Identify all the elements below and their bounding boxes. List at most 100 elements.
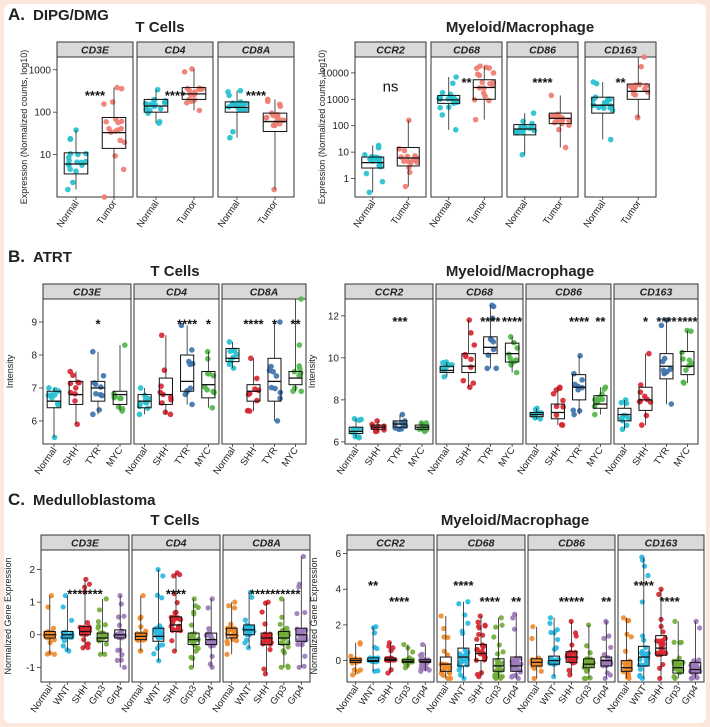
data-point-cd4-wnt bbox=[155, 629, 161, 635]
facet-title-cd86: CD86 bbox=[555, 287, 582, 299]
data-point-cd4-tumor bbox=[189, 66, 195, 72]
data-point-cd8a-myc bbox=[298, 388, 305, 395]
facet-title-ccr2: CCR2 bbox=[376, 45, 405, 57]
data-point-cd8a-tumor bbox=[272, 122, 278, 129]
data-point-cd86-normal bbox=[537, 415, 544, 422]
data-point-cd68-shh bbox=[462, 351, 468, 358]
data-point-cd163-normal bbox=[619, 426, 626, 433]
data-point-cd86-tyr bbox=[571, 370, 577, 377]
data-point-cd68-grp3 bbox=[494, 651, 501, 657]
data-point-cd86-grp3 bbox=[587, 650, 593, 656]
data-point-cd68-tumor bbox=[473, 65, 480, 72]
data-point-cd68-myc bbox=[513, 369, 520, 376]
panel-label-c-title: Medulloblastoma bbox=[33, 492, 156, 509]
data-point-cd3e-grp4 bbox=[121, 613, 127, 619]
facet-title-cd86: CD86 bbox=[529, 45, 556, 57]
data-point-cd8a-normal bbox=[232, 605, 238, 611]
data-point-cd8a-grp3 bbox=[285, 644, 291, 650]
data-point-cd86-myc bbox=[592, 411, 598, 418]
data-point-cd8a-grp3 bbox=[280, 641, 286, 647]
data-point-cd3e-grp3 bbox=[95, 625, 101, 631]
box-ccr2-normal bbox=[348, 426, 364, 434]
data-point-cd8a-wnt bbox=[245, 623, 251, 629]
data-point-cd3e-tyr bbox=[96, 407, 102, 413]
data-point-cd8a-myc bbox=[296, 342, 303, 348]
data-point-cd8a-tyr bbox=[274, 418, 281, 424]
data-point-cd3e-normal bbox=[47, 634, 54, 641]
panel-b-t-cells-y-tick-label: 8 bbox=[31, 351, 37, 362]
data-point-cd4-grp3 bbox=[191, 596, 197, 602]
data-point-cd163-tumor bbox=[638, 63, 645, 70]
facet-title-cd8a: CD8A bbox=[250, 287, 279, 299]
data-point-ccr2-shh bbox=[388, 648, 394, 654]
data-point-ccr2-tumor bbox=[401, 158, 407, 165]
data-point-cd8a-shh bbox=[261, 666, 267, 672]
data-point-cd8a-tyr bbox=[270, 368, 277, 375]
x-tick-label-cd86-tyr: TYR bbox=[565, 445, 585, 467]
data-point-cd68-normal bbox=[441, 373, 448, 380]
data-point-ccr2-normal bbox=[351, 667, 357, 673]
box-cd68-tumor bbox=[472, 79, 496, 100]
box-cd4-shh bbox=[158, 377, 173, 405]
data-point-cd163-wnt bbox=[638, 662, 644, 668]
data-point-ccr2-myc bbox=[422, 423, 429, 429]
significance-mark-cd4: **** bbox=[177, 316, 198, 331]
data-point-cd68-tyr bbox=[489, 315, 496, 321]
data-point-cd163-normal bbox=[620, 615, 627, 621]
data-point-cd3e-shh bbox=[84, 620, 91, 626]
data-point-ccr2-tumor bbox=[413, 157, 419, 164]
data-point-cd86-normal bbox=[538, 668, 544, 674]
data-point-cd68-normal bbox=[437, 104, 443, 111]
data-point-cd163-normal bbox=[628, 634, 634, 640]
x-tick-label-cd4-normal: Normal bbox=[124, 445, 151, 476]
data-point-cd163-grp4 bbox=[690, 675, 696, 681]
data-point-cd3e-myc bbox=[111, 391, 117, 397]
significance-mark-ccr2: **** bbox=[389, 594, 410, 609]
data-point-cd3e-normal bbox=[49, 394, 55, 401]
box-cd163-shh bbox=[638, 386, 653, 411]
x-tick-label-cd8a-grp4: Grp4 bbox=[286, 683, 307, 707]
data-point-cd163-myc bbox=[679, 349, 685, 356]
x-tick-label-cd4-myc: MYC bbox=[193, 445, 214, 469]
data-point-cd163-normal bbox=[607, 136, 614, 143]
box-cd3e-normal bbox=[46, 390, 62, 409]
data-point-cd3e-wnt bbox=[64, 647, 70, 653]
data-point-cd8a-normal bbox=[230, 128, 236, 135]
data-point-cd86-tyr bbox=[570, 407, 577, 414]
x-tick-label-cd68-normal: Normal bbox=[425, 683, 452, 714]
data-point-cd3e-grp4 bbox=[116, 622, 123, 628]
data-point-cd8a-shh bbox=[267, 647, 273, 653]
facet-panel-cd68 bbox=[435, 298, 524, 445]
panel-b-t-cells-y-tick-label: 7 bbox=[31, 383, 37, 394]
data-point-cd163-grp4 bbox=[693, 618, 699, 624]
data-point-cd68-tyr bbox=[490, 346, 497, 353]
data-point-cd3e-grp4 bbox=[118, 657, 124, 663]
data-point-cd163-normal bbox=[593, 80, 600, 87]
data-point-cd3e-tyr bbox=[97, 391, 104, 398]
facet-title-cd68: CD68 bbox=[468, 538, 495, 550]
panel-b-myeloid-macrophage-y-tick-label: 6 bbox=[333, 437, 339, 448]
box-cd163-grp3 bbox=[672, 660, 685, 674]
data-point-cd86-shh bbox=[566, 667, 572, 673]
data-point-cd68-normal bbox=[445, 634, 451, 641]
x-tick-label-cd3e-shh: SHH bbox=[70, 683, 91, 706]
facet-title-cd4: CD4 bbox=[165, 538, 186, 550]
box-cd4-tyr bbox=[180, 354, 195, 392]
data-point-cd8a-myc bbox=[296, 372, 302, 379]
panel-a-myeloid-macrophage-y-axis-label: Expression (Normalized counts, log10) bbox=[317, 50, 327, 205]
data-point-cd163-shh bbox=[637, 382, 644, 388]
data-point-cd163-normal bbox=[620, 412, 627, 419]
data-point-cd163-wnt bbox=[637, 666, 644, 672]
data-point-cd3e-myc bbox=[118, 395, 124, 402]
data-point-cd3e-shh bbox=[80, 645, 86, 651]
data-point-cd86-shh bbox=[558, 421, 565, 428]
data-point-cd86-grp4 bbox=[608, 644, 614, 650]
data-point-cd86-wnt bbox=[551, 674, 557, 680]
data-point-cd68-normal bbox=[440, 672, 446, 678]
data-point-cd3e-myc bbox=[122, 342, 128, 348]
data-point-cd3e-grp3 bbox=[103, 596, 109, 602]
data-point-cd3e-shh bbox=[79, 631, 85, 637]
facet-title-cd68: CD68 bbox=[466, 287, 493, 299]
data-point-cd8a-wnt bbox=[244, 637, 250, 643]
box-cd8a-normal bbox=[225, 627, 238, 639]
